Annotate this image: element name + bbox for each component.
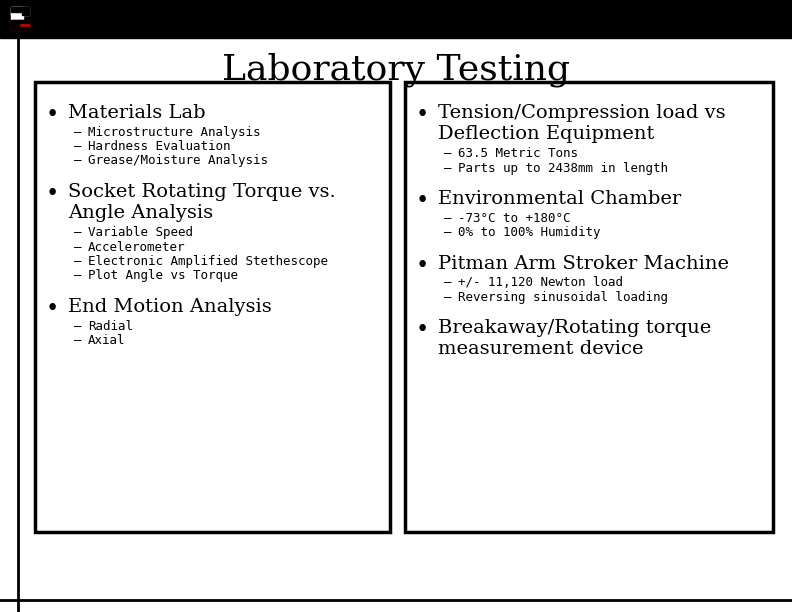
Bar (0, 0, 792, 38)
Text: –: – (74, 140, 82, 153)
Text: Reversing sinusoidal loading: Reversing sinusoidal loading (458, 291, 668, 304)
Text: Tension/Compression load vs
Deflection Equipment: Tension/Compression load vs Deflection E… (438, 104, 725, 143)
Text: –: – (444, 162, 451, 175)
Text: –: – (74, 255, 82, 268)
Text: •: • (45, 104, 59, 126)
Bar (18, 23, 29, 27)
Text: Pitman Arm Stroker Machine: Pitman Arm Stroker Machine (438, 255, 729, 273)
Bar (11, 20, 29, 30)
Text: Hardness Evaluation: Hardness Evaluation (88, 140, 230, 153)
Bar (8, 4, 42, 34)
Text: –: – (74, 154, 82, 168)
Text: –: – (74, 241, 82, 254)
Bar (11, 7, 29, 12)
Text: –: – (444, 212, 451, 225)
Text: Radial: Radial (88, 319, 133, 332)
Text: –: – (444, 277, 451, 289)
Text: Plot Angle vs Torque: Plot Angle vs Torque (88, 269, 238, 283)
Bar (11, 7, 29, 15)
Bar (35, 82, 390, 532)
Text: Accelerometer: Accelerometer (88, 241, 185, 254)
Text: –: – (444, 291, 451, 304)
Text: Materials Lab: Materials Lab (68, 104, 206, 122)
Bar (11, 27, 29, 30)
Bar (11, 7, 23, 19)
Bar (11, 23, 19, 27)
Text: Environmental Chamber: Environmental Chamber (438, 190, 681, 208)
Text: Powers and Sons, LLC: Powers and Sons, LLC (48, 14, 166, 24)
Text: Socket Rotating Torque vs.
Angle Analysis: Socket Rotating Torque vs. Angle Analysi… (68, 183, 336, 222)
Text: Variable Speed: Variable Speed (88, 226, 193, 239)
Text: •: • (415, 190, 428, 212)
Text: –: – (74, 269, 82, 283)
Text: Microstructure Analysis: Microstructure Analysis (88, 125, 261, 139)
Text: 0% to 100% Humidity: 0% to 100% Humidity (458, 226, 600, 239)
Text: –: – (74, 319, 82, 332)
Bar (405, 82, 773, 532)
Text: –: – (74, 226, 82, 239)
Text: •: • (415, 255, 428, 277)
Text: •: • (45, 183, 59, 205)
Text: End Motion Analysis: End Motion Analysis (68, 298, 272, 316)
Bar (11, 20, 29, 23)
Bar (22, 7, 29, 15)
Text: –: – (74, 125, 82, 139)
Text: Electronic Amplified Stethescope: Electronic Amplified Stethescope (88, 255, 328, 268)
Text: •: • (45, 298, 59, 320)
Text: –: – (74, 334, 82, 347)
Text: Parts up to 2438mm in length: Parts up to 2438mm in length (458, 162, 668, 175)
Text: Grease/Moisture Analysis: Grease/Moisture Analysis (88, 154, 268, 168)
Text: –: – (444, 147, 451, 160)
Text: Breakaway/Rotating torque
measurement device: Breakaway/Rotating torque measurement de… (438, 319, 711, 358)
Text: +/- 11,120 Newton load: +/- 11,120 Newton load (458, 277, 623, 289)
Text: Laboratory Testing: Laboratory Testing (222, 53, 570, 88)
Text: Axial: Axial (88, 334, 125, 347)
Text: 63.5 Metric Tons: 63.5 Metric Tons (458, 147, 578, 160)
Text: -73°C to +180°C: -73°C to +180°C (458, 212, 570, 225)
Text: –: – (444, 226, 451, 239)
Text: •: • (415, 104, 428, 126)
Text: •: • (415, 319, 428, 341)
